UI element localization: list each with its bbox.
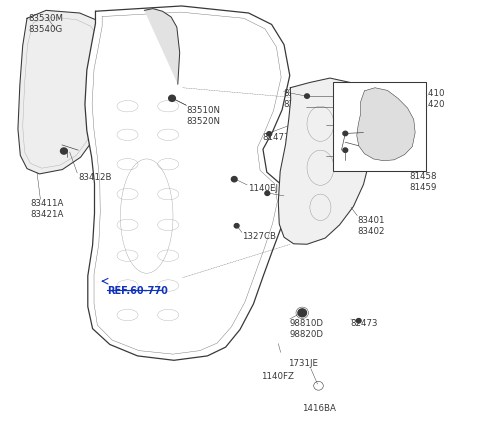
- Text: 1140FZ: 1140FZ: [261, 372, 293, 381]
- Circle shape: [305, 94, 310, 98]
- Circle shape: [234, 224, 239, 228]
- Text: 1327CB: 1327CB: [242, 232, 276, 241]
- Circle shape: [168, 95, 175, 101]
- Text: 83411A
83421A: 83411A 83421A: [30, 199, 64, 220]
- Circle shape: [267, 132, 272, 136]
- Circle shape: [343, 131, 348, 136]
- Text: 81410
81420: 81410 81420: [417, 89, 444, 109]
- Polygon shape: [144, 9, 180, 84]
- Circle shape: [356, 318, 361, 323]
- Text: 81458
81459: 81458 81459: [409, 172, 436, 192]
- Text: 82473: 82473: [350, 319, 378, 328]
- Text: 81477: 81477: [263, 134, 290, 142]
- Polygon shape: [357, 88, 415, 161]
- Polygon shape: [18, 11, 108, 174]
- Text: 1731JE: 1731JE: [288, 359, 318, 368]
- Text: 83484
83494X: 83484 83494X: [284, 89, 317, 109]
- Text: 1416BA: 1416BA: [302, 404, 336, 413]
- Circle shape: [265, 191, 270, 195]
- Polygon shape: [278, 78, 373, 244]
- Text: 83510N
83520N: 83510N 83520N: [186, 106, 220, 126]
- Text: 83412B: 83412B: [78, 173, 112, 182]
- Circle shape: [231, 176, 237, 182]
- Text: 83530M
83540G: 83530M 83540G: [28, 14, 63, 34]
- Text: REF.60-770: REF.60-770: [107, 286, 168, 295]
- Text: 1140EJ: 1140EJ: [248, 184, 277, 194]
- Text: 81491F: 81491F: [323, 176, 355, 185]
- Text: 81471F: 81471F: [350, 139, 383, 148]
- Bar: [333, 82, 426, 171]
- Circle shape: [60, 148, 67, 154]
- Polygon shape: [85, 6, 290, 360]
- Circle shape: [298, 309, 307, 317]
- Text: 83401
83402: 83401 83402: [357, 216, 385, 236]
- Text: 98810D
98820D: 98810D 98820D: [290, 319, 324, 339]
- Text: 81473E
81483A: 81473E 81483A: [284, 196, 317, 216]
- Circle shape: [343, 148, 348, 152]
